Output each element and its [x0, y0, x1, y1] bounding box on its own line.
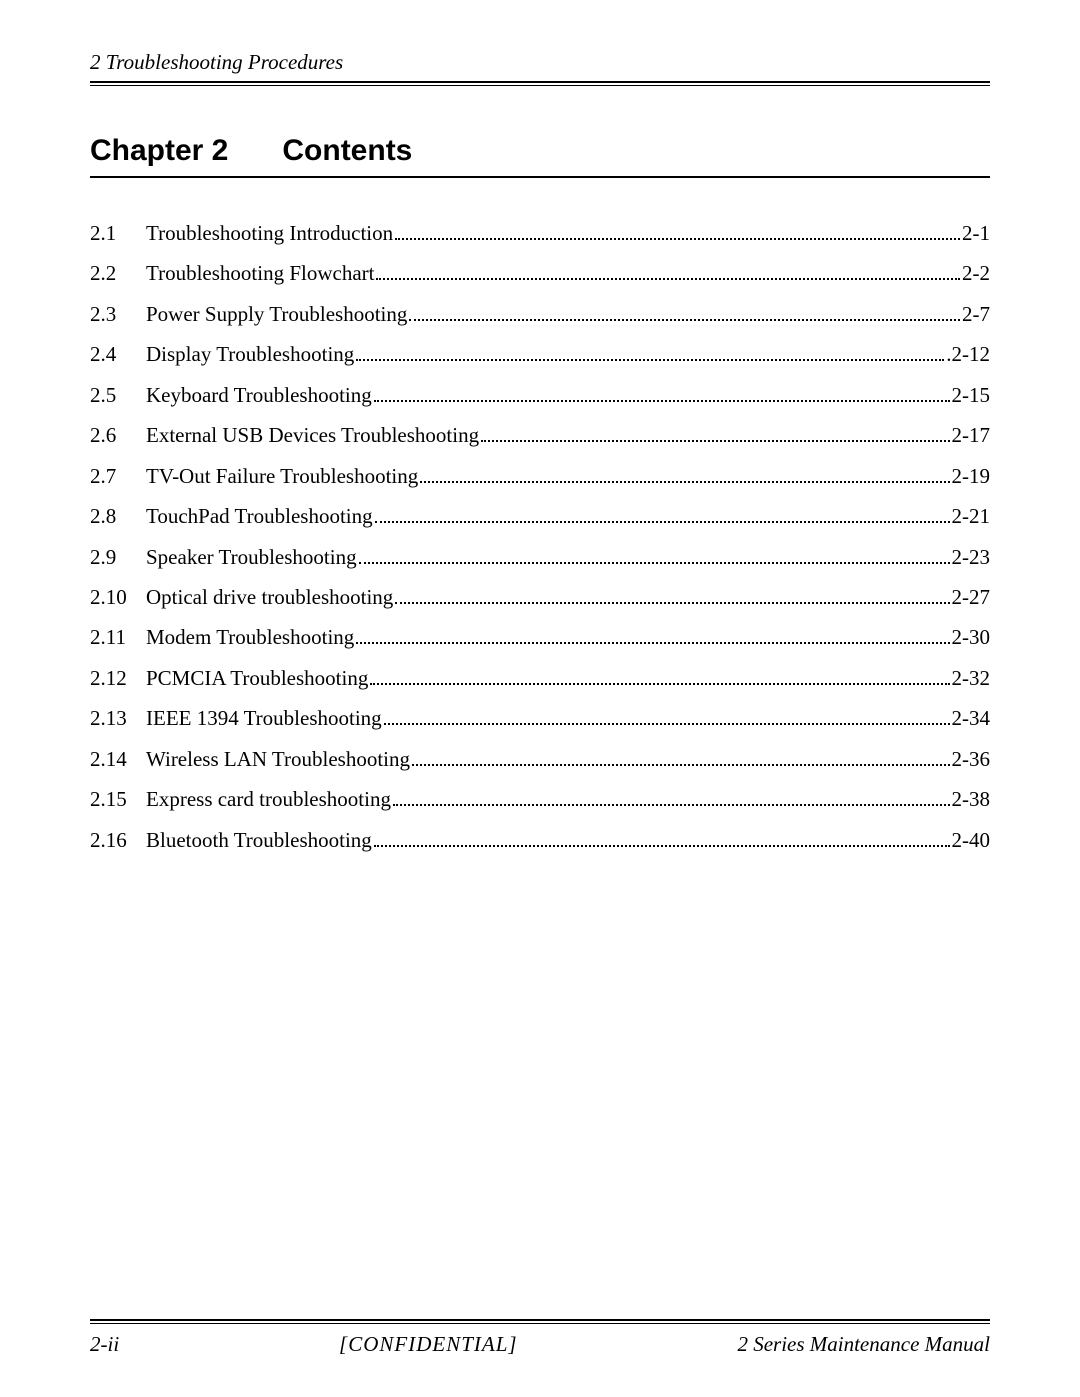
toc-page-number: 2-38 [952, 784, 991, 814]
toc-leader-dots [393, 804, 950, 806]
footer-row: 2-ii [CONFIDENTIAL] 2 Series Maintenance… [90, 1324, 990, 1357]
toc-section-title: PCMCIA Troubleshooting [146, 663, 368, 693]
toc-row: 2.3Power Supply Troubleshooting 2-7 [90, 299, 990, 329]
table-of-contents: 2.1Troubleshooting Introduction 2-1 2.2Tro… [90, 218, 990, 865]
toc-page-number: 2-7 [962, 299, 990, 329]
toc-page-number: 2-32 [952, 663, 991, 693]
toc-row: 2.11Modem Troubleshooting 2-30 [90, 622, 990, 652]
toc-page-number: 2-17 [952, 420, 991, 450]
toc-row: 2.6External USB Devices Troubleshooting 2… [90, 420, 990, 450]
toc-row: 2.15Express card troubleshooting 2-38 [90, 784, 990, 814]
toc-section-title: IEEE 1394 Troubleshooting [146, 703, 382, 733]
header-text: 2 Troubleshooting Procedures [90, 50, 343, 74]
toc-section-title: Display Troubleshooting [146, 339, 354, 369]
toc-leader-dots [412, 764, 950, 766]
toc-section-number: 2.9 [90, 542, 146, 572]
toc-row: 2.12PCMCIA Troubleshooting 2-32 [90, 663, 990, 693]
toc-section-title: External USB Devices Troubleshooting [146, 420, 479, 450]
chapter-label: Chapter 2 [90, 134, 228, 167]
chapter-title: Contents [282, 134, 412, 167]
toc-section-title: Power Supply Troubleshooting [146, 299, 407, 329]
toc-section-title: Bluetooth Troubleshooting [146, 825, 372, 855]
toc-leader-dots [376, 278, 960, 280]
toc-leader-dots [384, 723, 950, 725]
toc-row: 2.1Troubleshooting Introduction 2-1 [90, 218, 990, 248]
toc-section-number: 2.2 [90, 258, 146, 288]
toc-page-number: .2-12 [946, 339, 990, 369]
toc-page-number: 2-21 [952, 501, 991, 531]
toc-section-title: Speaker Troubleshooting [146, 542, 357, 572]
toc-leader-dots [481, 440, 949, 442]
toc-section-title: TouchPad Troubleshooting [146, 501, 373, 531]
toc-section-number: 2.10 [90, 582, 146, 612]
toc-section-number: 2.15 [90, 784, 146, 814]
toc-section-number: 2.6 [90, 420, 146, 450]
toc-row: 2.8TouchPad Troubleshooting 2-21 [90, 501, 990, 531]
footer-right: 2 Series Maintenance Manual [737, 1332, 990, 1357]
toc-row: 2.4Display Troubleshooting .2-12 [90, 339, 990, 369]
chapter-heading: Chapter 2 Contents [90, 134, 990, 178]
toc-row: 2.2Troubleshooting Flowchart 2-2 [90, 258, 990, 288]
toc-leader-dots [374, 845, 950, 847]
toc-section-title: Troubleshooting Introduction [146, 218, 393, 248]
header-rule-thin [90, 85, 990, 86]
toc-section-title: Modem Troubleshooting [146, 622, 354, 652]
page-header: 2 Troubleshooting Procedures [90, 50, 990, 83]
toc-page-number: 2-19 [952, 461, 991, 491]
toc-section-title: Troubleshooting Flowchart [146, 258, 374, 288]
toc-section-number: 2.14 [90, 744, 146, 774]
toc-page-number: 2-2 [962, 258, 990, 288]
toc-page-number: 2-15 [952, 380, 991, 410]
toc-row: 2.13IEEE 1394 Troubleshooting 2-34 [90, 703, 990, 733]
toc-section-title: Keyboard Troubleshooting [146, 380, 372, 410]
toc-section-number: 2.12 [90, 663, 146, 693]
toc-leader-dots [356, 359, 944, 361]
toc-section-number: 2.4 [90, 339, 146, 369]
toc-leader-dots [395, 602, 949, 604]
toc-section-number: 2.8 [90, 501, 146, 531]
toc-page-number: 2-23 [952, 542, 991, 572]
page-footer: 2-ii [CONFIDENTIAL] 2 Series Maintenance… [90, 1323, 990, 1357]
toc-leader-dots [395, 238, 960, 240]
toc-leader-dots [374, 400, 950, 402]
toc-leader-dots [409, 319, 960, 321]
toc-row: 2.14Wireless LAN Troubleshooting 2-36 [90, 744, 990, 774]
toc-row: 2.16Bluetooth Troubleshooting 2-40 [90, 825, 990, 855]
toc-page-number: 2-36 [952, 744, 991, 774]
spacer [90, 865, 990, 1319]
toc-page-number: 2-34 [952, 703, 991, 733]
toc-section-number: 2.1 [90, 218, 146, 248]
toc-section-number: 2.11 [90, 622, 146, 652]
footer-center: [CONFIDENTIAL] [339, 1332, 518, 1357]
toc-section-title: Express card troubleshooting [146, 784, 391, 814]
toc-leader-dots [370, 683, 949, 685]
toc-section-title: TV-Out Failure Troubleshooting [146, 461, 418, 491]
toc-leader-dots [375, 521, 950, 523]
toc-section-number: 2.3 [90, 299, 146, 329]
toc-leader-dots [420, 481, 949, 483]
footer-left: 2-ii [90, 1332, 119, 1357]
toc-section-title: Optical drive troubleshooting [146, 582, 393, 612]
toc-page-number: 2-40 [952, 825, 991, 855]
toc-section-number: 2.7 [90, 461, 146, 491]
toc-section-title: Wireless LAN Troubleshooting [146, 744, 410, 774]
toc-row: 2.9Speaker Troubleshooting 2-23 [90, 542, 990, 572]
toc-leader-dots [359, 562, 950, 564]
toc-row: 2.10Optical drive troubleshooting 2-27 [90, 582, 990, 612]
toc-leader-dots [356, 642, 949, 644]
toc-section-number: 2.5 [90, 380, 146, 410]
toc-page-number: 2-27 [952, 582, 991, 612]
toc-section-number: 2.16 [90, 825, 146, 855]
toc-page-number: 2-1 [962, 218, 990, 248]
toc-section-number: 2.13 [90, 703, 146, 733]
page: 2 Troubleshooting Procedures Chapter 2 C… [0, 0, 1080, 1397]
toc-row: 2.7TV-Out Failure Troubleshooting 2-19 [90, 461, 990, 491]
footer-rule-thick [90, 1319, 990, 1321]
toc-page-number: 2-30 [952, 622, 991, 652]
toc-row: 2.5Keyboard Troubleshooting 2-15 [90, 380, 990, 410]
